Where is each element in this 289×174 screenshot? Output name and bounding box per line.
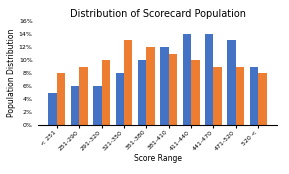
Bar — [205, 34, 213, 125]
Bar — [169, 54, 177, 125]
Bar — [116, 73, 124, 125]
Bar — [49, 93, 57, 125]
Bar — [191, 60, 199, 125]
Bar — [71, 86, 79, 125]
Y-axis label: Population Distribution: Population Distribution — [7, 29, 16, 117]
Bar — [227, 40, 236, 125]
Bar — [213, 67, 222, 125]
Bar — [124, 40, 132, 125]
Bar — [250, 67, 258, 125]
Bar — [236, 67, 244, 125]
Bar — [146, 47, 155, 125]
Bar — [138, 60, 146, 125]
Bar — [93, 86, 102, 125]
Bar — [57, 73, 65, 125]
X-axis label: Score Range: Score Range — [134, 154, 181, 163]
Bar — [79, 67, 88, 125]
Title: Distribution of Scorecard Population: Distribution of Scorecard Population — [70, 9, 245, 19]
Bar — [183, 34, 191, 125]
Bar — [258, 73, 266, 125]
Bar — [160, 47, 169, 125]
Bar — [102, 60, 110, 125]
